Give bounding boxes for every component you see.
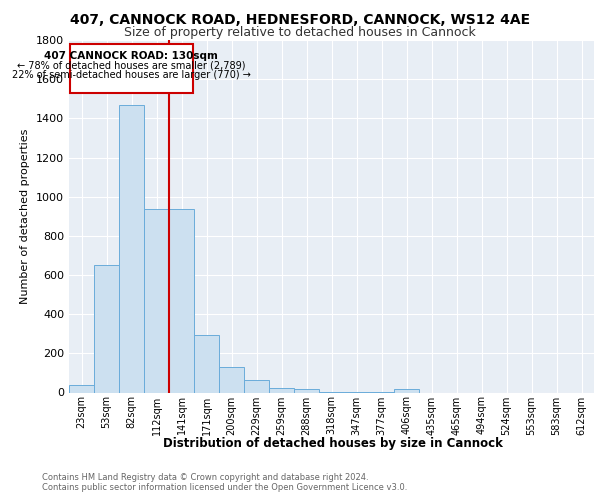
Text: ← 78% of detached houses are smaller (2,789): ← 78% of detached houses are smaller (2,… (17, 60, 245, 70)
Bar (394, 388, 419, 392)
Bar (269, 388, 293, 392)
Bar (70, 384, 94, 392)
Text: 407, CANNOCK ROAD, HEDNESFORD, CANNOCK, WS12 4AE: 407, CANNOCK ROAD, HEDNESFORD, CANNOCK, … (70, 12, 530, 26)
Bar (244, 380, 269, 392)
Bar (169, 210, 194, 392)
Bar (145, 210, 169, 392)
Text: Distribution of detached houses by size in Cannock: Distribution of detached houses by size … (163, 438, 503, 450)
Text: Contains HM Land Registry data © Crown copyright and database right 2024.: Contains HM Land Registry data © Crown c… (42, 472, 368, 482)
Text: Size of property relative to detached houses in Cannock: Size of property relative to detached ho… (124, 26, 476, 39)
Bar (194, 334, 218, 392)
Text: 22% of semi-detached houses are larger (770) →: 22% of semi-detached houses are larger (… (11, 70, 251, 81)
FancyBboxPatch shape (70, 44, 193, 93)
Bar (119, 104, 143, 393)
Bar (295, 388, 319, 392)
Text: 407 CANNOCK ROAD: 130sqm: 407 CANNOCK ROAD: 130sqm (44, 51, 218, 61)
Bar (220, 367, 244, 392)
Y-axis label: Number of detached properties: Number of detached properties (20, 128, 31, 304)
Text: Contains public sector information licensed under the Open Government Licence v3: Contains public sector information licen… (42, 484, 407, 492)
Bar (94, 265, 119, 392)
